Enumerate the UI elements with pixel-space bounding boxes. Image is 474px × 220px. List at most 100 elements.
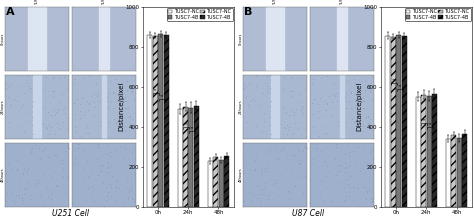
Point: [229, 56, 237, 59]
Point: [370, 61, 378, 65]
Y-axis label: 48hours: 48hours: [239, 167, 243, 182]
Bar: [340, 75, 344, 139]
Point: [427, 42, 435, 45]
Point: [363, 138, 371, 142]
Point: [204, 55, 211, 58]
Point: [468, 56, 474, 59]
Y-axis label: 24hours: 24hours: [0, 99, 5, 114]
Point: [464, 152, 472, 156]
Point: [125, 138, 133, 142]
Point: [56, 48, 64, 52]
Text: **: **: [159, 94, 164, 98]
Text: B: B: [244, 7, 253, 16]
Point: [103, 136, 111, 140]
Point: [430, 138, 438, 142]
Bar: [266, 7, 284, 71]
Point: [437, 108, 444, 111]
Y-axis label: 0hours: 0hours: [0, 33, 5, 45]
Legend: TUSC7-NC, TUSC7-4B, TUSC7-NC, TUSC7-4B: TUSC7-NC, TUSC7-4B, TUSC7-NC, TUSC7-4B: [166, 7, 233, 21]
Point: [429, 97, 437, 100]
Point: [456, 98, 464, 102]
Point: [167, 95, 174, 99]
Text: **: **: [190, 126, 194, 130]
Point: [440, 23, 448, 27]
Bar: [451, 135, 456, 207]
Point: [301, 123, 309, 127]
Bar: [208, 161, 213, 207]
Text: U251 Cell: U251 Cell: [52, 209, 89, 218]
Y-axis label: Distance/pixel: Distance/pixel: [356, 82, 362, 131]
Point: [425, 79, 432, 83]
Point: [128, 2, 136, 5]
Point: [269, 66, 277, 70]
Point: [199, 108, 206, 111]
Bar: [219, 160, 224, 207]
Point: [244, 54, 252, 57]
Bar: [416, 97, 420, 207]
Bar: [178, 109, 182, 207]
Point: [468, 95, 474, 98]
Point: [282, 118, 289, 122]
Point: [422, 80, 430, 84]
Bar: [158, 34, 163, 207]
Point: [230, 6, 237, 10]
Point: [110, 120, 118, 123]
Point: [428, 83, 436, 87]
Point: [444, 44, 452, 48]
Bar: [396, 35, 401, 207]
Bar: [462, 134, 467, 207]
Bar: [147, 35, 152, 207]
Text: A: A: [6, 7, 15, 16]
Bar: [457, 138, 462, 207]
Point: [392, 140, 399, 143]
Bar: [153, 36, 158, 207]
Bar: [183, 107, 188, 207]
Bar: [164, 35, 169, 207]
Y-axis label: Distance/pixel: Distance/pixel: [118, 82, 124, 131]
Legend: TUSC7-NC, TUSC7-4B, TUSC7-NC, TUSC7-4B: TUSC7-NC, TUSC7-4B, TUSC7-NC, TUSC7-4B: [405, 7, 471, 21]
Text: U87 Cell: U87 Cell: [292, 209, 325, 218]
Title: TUSC7-NC: TUSC7-NC: [273, 0, 277, 5]
Point: [448, 31, 456, 34]
Bar: [446, 139, 451, 207]
Point: [471, 117, 474, 121]
Bar: [213, 157, 218, 207]
Point: [206, 44, 214, 48]
Bar: [432, 94, 437, 207]
Point: [464, 50, 472, 53]
Point: [366, 2, 374, 5]
Point: [337, 51, 345, 54]
Point: [247, 4, 255, 7]
Point: [303, 123, 311, 126]
Point: [99, 51, 106, 54]
Point: [351, 76, 358, 79]
Point: [415, 0, 423, 2]
Point: [132, 61, 140, 65]
Point: [188, 75, 195, 79]
Bar: [385, 36, 391, 207]
Point: [273, 86, 281, 90]
Text: **: **: [397, 84, 402, 88]
Bar: [427, 96, 431, 207]
Text: **: **: [428, 122, 432, 126]
Point: [374, 43, 382, 46]
Point: [340, 141, 347, 145]
Title: TUSC7-4B: TUSC7-4B: [340, 0, 344, 5]
Point: [393, 162, 401, 165]
Bar: [337, 7, 347, 71]
Point: [294, 48, 302, 52]
Y-axis label: 24hours: 24hours: [239, 99, 243, 114]
Bar: [194, 106, 199, 207]
Point: [408, 112, 416, 116]
Text: **: **: [392, 78, 396, 82]
Point: [165, 66, 173, 70]
Point: [468, 6, 474, 10]
Text: **: **: [421, 118, 426, 122]
Point: [403, 66, 410, 70]
Text: **: **: [183, 122, 188, 126]
Bar: [224, 156, 229, 207]
Point: [258, 101, 266, 105]
Bar: [391, 37, 396, 207]
Text: **: **: [154, 88, 158, 92]
Point: [419, 7, 426, 11]
